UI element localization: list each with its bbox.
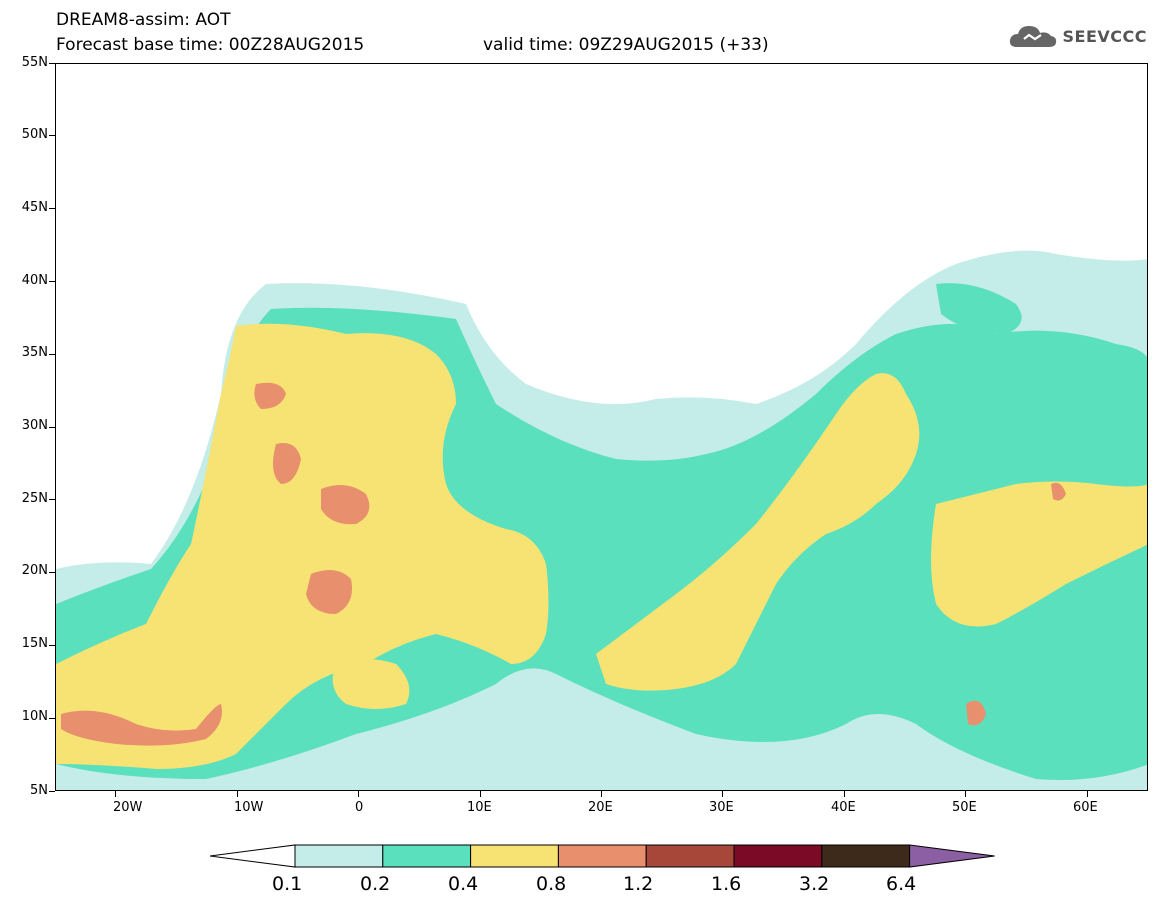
chart-title: DREAM8-assim: AOT: [56, 10, 231, 30]
lon-tick: [601, 791, 602, 797]
colorbar-label: 3.2: [799, 873, 830, 895]
lon-label: 40E: [831, 800, 856, 815]
lon-label: 0: [355, 800, 364, 815]
lon-tick: [843, 791, 845, 797]
lat-label: 40N: [21, 273, 48, 288]
lon-tick: [358, 791, 360, 797]
colorbar-extend-high: [909, 844, 995, 868]
lat-tick: [49, 135, 55, 137]
lat-label: 35N: [21, 345, 48, 360]
colorbar-label: 0.2: [360, 873, 391, 895]
lon-tick: [479, 791, 481, 797]
lat-tick: [49, 644, 55, 646]
seevccc-logo: SEEVCCC: [1007, 20, 1148, 52]
lon-tick: [722, 791, 724, 797]
lat-label: 25N: [21, 491, 48, 506]
colorbar-segment: [821, 844, 911, 868]
forecast-base-time: Forecast base time: 00Z28AUG2015: [56, 35, 365, 55]
lat-label: 10N: [21, 709, 48, 724]
lat-tick: [49, 717, 55, 719]
colorbar-segment: [294, 844, 384, 868]
aot-band-0.8-1.2: [61, 382, 1066, 746]
lat-label: 50N: [21, 127, 48, 142]
lat-tick: [49, 499, 55, 501]
aot-field: [56, 250, 1147, 790]
lat-tick: [49, 353, 55, 355]
lon-label: 30E: [709, 800, 734, 815]
logo-text: SEEVCCC: [1062, 26, 1147, 46]
aot-band-0.4-0.8: [56, 323, 1147, 769]
lat-tick: [49, 62, 55, 64]
colorbar-segment: [382, 844, 472, 868]
colorbar-label: 0.8: [536, 873, 567, 895]
aot-map: [55, 63, 1148, 791]
valid-time: valid time: 09Z29AUG2015 (+33): [483, 35, 769, 55]
lon-tick: [115, 791, 117, 797]
colorbar-label: 1.6: [711, 873, 742, 895]
lat-label: 45N: [21, 200, 48, 215]
cloud-icon: [1009, 26, 1056, 47]
lon-label: 20E: [588, 800, 613, 815]
lat-label: 15N: [21, 636, 48, 651]
lat-label: 20N: [21, 563, 48, 578]
colorbar-segment: [557, 844, 647, 868]
lat-tick: [49, 280, 55, 282]
lat-tick: [49, 572, 55, 574]
lon-label: 60E: [1073, 800, 1098, 815]
lon-tick: [1086, 791, 1088, 797]
colorbar-segment: [470, 844, 559, 868]
lat-tick: [49, 790, 55, 792]
colorbar-label: 0.4: [448, 873, 479, 895]
lat-tick: [49, 426, 55, 428]
lat-label: 30N: [21, 418, 48, 433]
colorbar-label: 6.4: [886, 873, 917, 895]
lat-label: 5N: [30, 783, 48, 798]
lon-label: 20W: [113, 800, 143, 815]
lon-label: 10W: [234, 800, 264, 815]
lat-label: 55N: [21, 55, 48, 70]
lon-label: 50E: [952, 800, 977, 815]
lon-tick: [965, 791, 967, 797]
colorbar-segment: [733, 844, 823, 868]
colorbar-label: 1.2: [623, 873, 654, 895]
colorbar: [210, 844, 995, 868]
lon-tick: [236, 791, 238, 797]
lon-label: 10E: [467, 800, 492, 815]
colorbar-extend-low: [210, 844, 296, 868]
colorbar-segment: [645, 844, 735, 868]
colorbar-label: 0.1: [272, 873, 303, 895]
lat-tick: [49, 208, 55, 210]
